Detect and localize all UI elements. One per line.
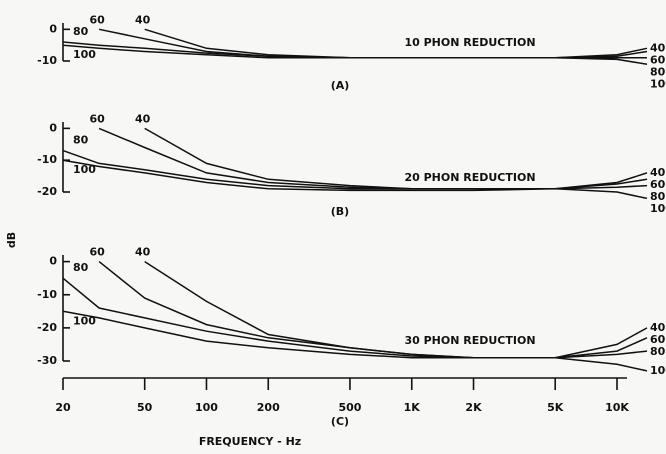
curve xyxy=(62,310,648,372)
curve xyxy=(62,149,648,190)
curve-end-label: 80 xyxy=(650,65,666,78)
curve-end-label: 80 xyxy=(650,345,666,358)
panel-label: (C) xyxy=(331,415,349,428)
curve-end-label: 60 xyxy=(650,333,666,346)
x-tick-label: 5K xyxy=(547,401,564,414)
curve xyxy=(62,41,647,59)
y-axis-label: dB xyxy=(5,232,18,248)
curve-label: 100 xyxy=(73,48,96,61)
chart-title: 30 PHON REDUCTION xyxy=(404,334,535,347)
curve-label: 100 xyxy=(73,163,96,176)
curve-end-label: 100 xyxy=(650,364,666,377)
curve xyxy=(98,261,648,359)
x-tick-label: 200 xyxy=(257,401,280,414)
curve-label: 60 xyxy=(89,112,105,125)
y-tick-label: -30 xyxy=(37,354,57,367)
curve-label: 40 xyxy=(135,112,151,125)
x-tick-label: 50 xyxy=(137,401,153,414)
x-axis-label: FREQUENCY - Hz xyxy=(199,435,301,448)
curve-label: 40 xyxy=(135,13,151,26)
curve-end-label: 100 xyxy=(650,77,666,90)
y-tick-label: -10 xyxy=(37,153,57,166)
curve xyxy=(62,44,648,65)
curve-label: 80 xyxy=(73,25,89,38)
curve-label: 60 xyxy=(89,246,105,259)
curve-end-label: 40 xyxy=(650,41,666,54)
chart-title: 10 PHON REDUCTION xyxy=(404,36,535,49)
curve-end-label: 40 xyxy=(650,166,666,179)
y-tick-label: 0 xyxy=(49,121,57,134)
curve-end-label: 80 xyxy=(650,190,666,203)
curve-label: 80 xyxy=(73,261,89,274)
x-tick-label: 1K xyxy=(404,401,421,414)
curve xyxy=(62,277,648,359)
y-tick-label: -20 xyxy=(37,185,57,198)
x-tick-label: 20 xyxy=(55,401,71,414)
curve-label: 40 xyxy=(135,246,151,259)
x-tick-label: 2K xyxy=(465,401,482,414)
y-tick-label: -20 xyxy=(37,321,57,334)
curve xyxy=(62,159,648,200)
y-tick-label: 0 xyxy=(49,255,57,268)
panel-label: (B) xyxy=(331,205,349,218)
x-tick-label: 100 xyxy=(195,401,218,414)
curve xyxy=(144,127,648,190)
curve-end-label: 60 xyxy=(650,178,666,191)
panel-label: (A) xyxy=(331,79,350,92)
y-tick-label: -10 xyxy=(37,54,57,67)
y-tick-label: 0 xyxy=(49,22,57,35)
x-tick-label: 500 xyxy=(338,401,361,414)
curve-label: 80 xyxy=(73,134,89,147)
curve xyxy=(98,127,648,190)
curve-label: 60 xyxy=(89,13,105,26)
y-tick-label: -10 xyxy=(37,288,57,301)
x-tick-label: 10K xyxy=(605,401,629,414)
curve-end-label: 100 xyxy=(650,202,666,215)
chart-title: 20 PHON REDUCTION xyxy=(404,171,535,184)
curve-end-label: 60 xyxy=(650,53,666,66)
curve-end-label: 40 xyxy=(650,321,666,334)
curve-label: 100 xyxy=(73,314,96,327)
